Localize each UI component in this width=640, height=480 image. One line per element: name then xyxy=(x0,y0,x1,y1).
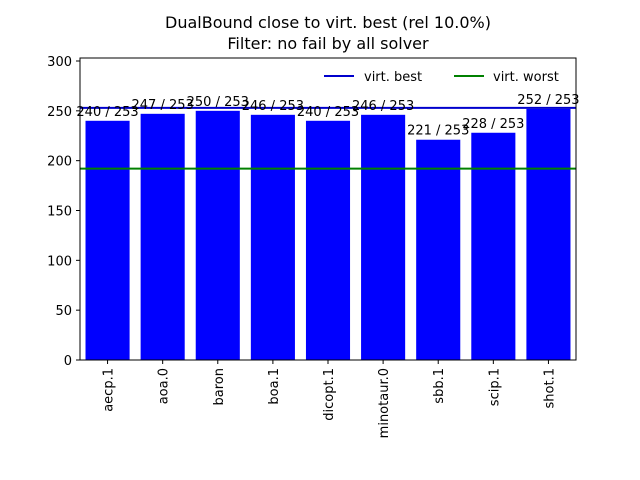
x-tick-label: scip.1 xyxy=(487,368,502,406)
legend-label: virt. worst xyxy=(493,70,559,85)
bar-sbb.1 xyxy=(416,139,461,360)
bar-scip.1 xyxy=(471,132,516,360)
bar-minotaur.0 xyxy=(361,114,406,360)
y-tick-label: 150 xyxy=(47,204,72,219)
x-tick-label: dicopt.1 xyxy=(322,368,337,421)
y-tick-label: 0 xyxy=(64,354,72,369)
data-label: 252 / 253 xyxy=(517,93,579,108)
bar-dicopt.1 xyxy=(305,120,351,360)
x-tick-label: minotaur.0 xyxy=(377,368,392,438)
y-tick-label: 100 xyxy=(47,254,72,269)
bar-aoa.0 xyxy=(140,113,185,360)
x-tick-label: boa.1 xyxy=(267,368,282,405)
data-label: 228 / 253 xyxy=(462,117,524,132)
x-tick-label: sbb.1 xyxy=(432,368,447,404)
x-tick-label: aecp.1 xyxy=(102,368,117,412)
data-label: 247 / 253 xyxy=(132,98,194,113)
bar-aecp.1 xyxy=(85,120,130,360)
x-tick-label: shot.1 xyxy=(542,368,557,408)
y-tick-label: 300 xyxy=(47,55,72,70)
x-tick-label: aoa.0 xyxy=(157,368,172,404)
data-label: 221 / 253 xyxy=(407,124,469,139)
bar-boa.1 xyxy=(250,114,295,360)
data-label: 246 / 253 xyxy=(242,99,304,114)
chart-title: DualBound close to virt. best (rel 10.0%… xyxy=(165,13,491,32)
y-tick-label: 200 xyxy=(47,155,72,170)
data-label: 240 / 253 xyxy=(76,105,138,120)
chart-subtitle: Filter: no fail by all solver xyxy=(227,34,429,53)
y-tick-label: 250 xyxy=(47,105,72,120)
data-label: 240 / 253 xyxy=(297,105,359,120)
data-label: 250 / 253 xyxy=(187,95,249,110)
bar-baron xyxy=(195,110,240,361)
legend-label: virt. best xyxy=(364,70,422,85)
y-tick-label: 50 xyxy=(55,304,72,319)
data-label: 246 / 253 xyxy=(352,99,414,114)
bar-shot.1 xyxy=(526,108,571,360)
x-tick-label: baron xyxy=(212,368,227,405)
